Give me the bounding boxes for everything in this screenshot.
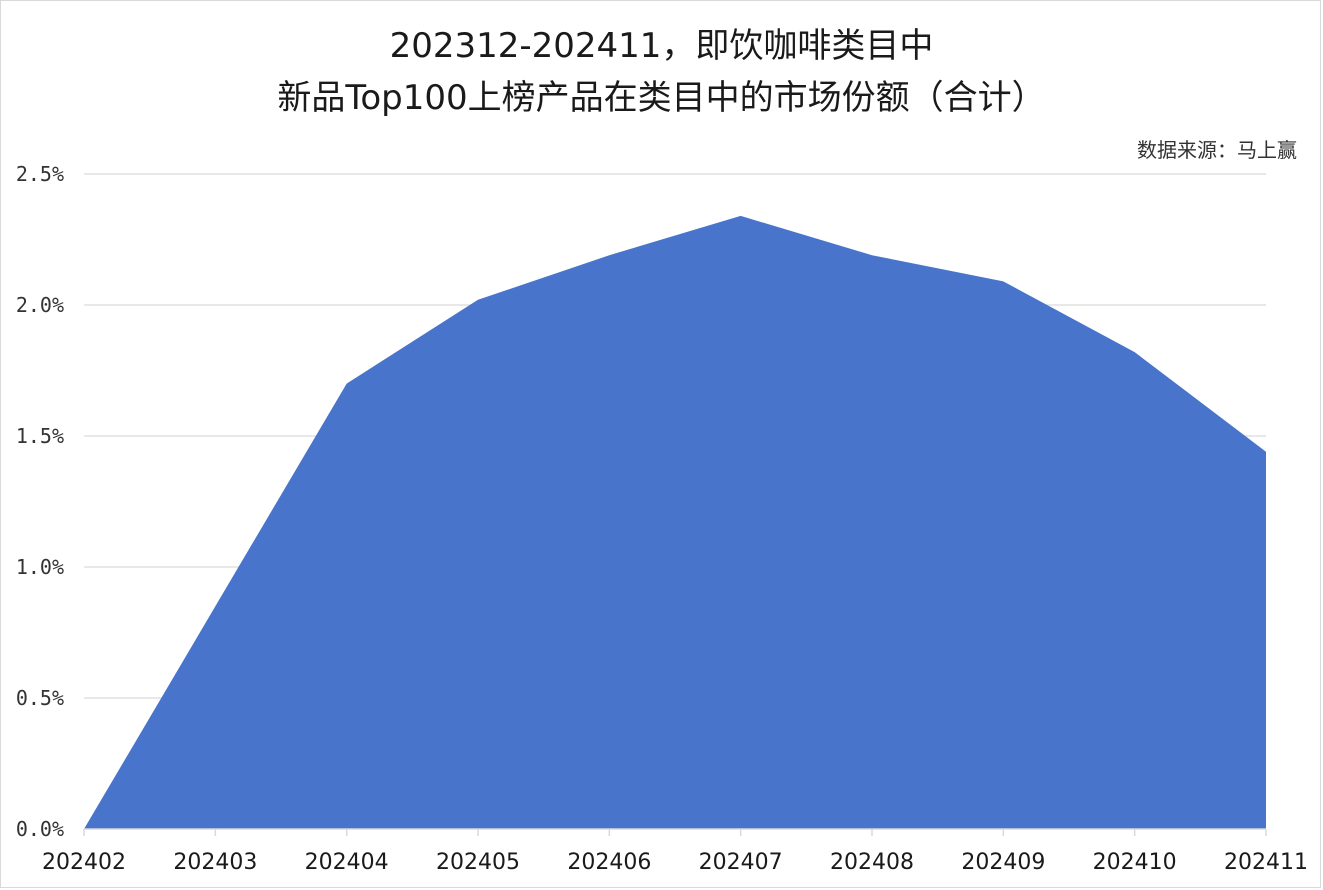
x-tick-label: 202406 (567, 850, 651, 875)
x-axis-ticks: 202402 202403 202404 202405 202406 202407 2024… (42, 850, 1308, 875)
x-axis (83, 828, 1267, 836)
data-source-note: 数据来源：马上赢 (1137, 138, 1297, 162)
y-tick-label: 1.0% (16, 555, 64, 579)
x-tick-label: 202402 (42, 850, 126, 875)
y-tick-label: 2.5% (16, 162, 64, 186)
area-series (84, 215, 1266, 830)
y-tick-label: 1.5% (16, 424, 64, 448)
x-tick-label: 202409 (961, 850, 1045, 875)
y-tick-label: 2.0% (16, 293, 64, 317)
chart-title-line1: 202312-202411，即饮咖啡类目中 (389, 26, 934, 66)
x-tick-label: 202405 (436, 850, 520, 875)
x-tick-label: 202407 (699, 850, 783, 875)
y-tick-label: 0.5% (16, 686, 64, 710)
y-axis-ticks: 0.0% 0.5% 1.0% 1.5% 2.0% 2.5% (16, 162, 64, 841)
y-tick-label: 0.0% (16, 817, 64, 841)
x-tick-label: 202408 (830, 850, 914, 875)
x-tick-label: 202410 (1093, 850, 1177, 875)
x-tick-label: 202403 (173, 850, 257, 875)
chart-title-line2: 新品Top100上榜产品在类目中的市场份额（合计） (277, 78, 1046, 118)
area-series-fill (84, 215, 1266, 830)
x-tick-label: 202404 (305, 850, 389, 875)
x-tick-label: 202411 (1224, 850, 1308, 875)
chart-title: 202312-202411，即饮咖啡类目中 新品Top100上榜产品在类目中的市… (0, 20, 1323, 124)
